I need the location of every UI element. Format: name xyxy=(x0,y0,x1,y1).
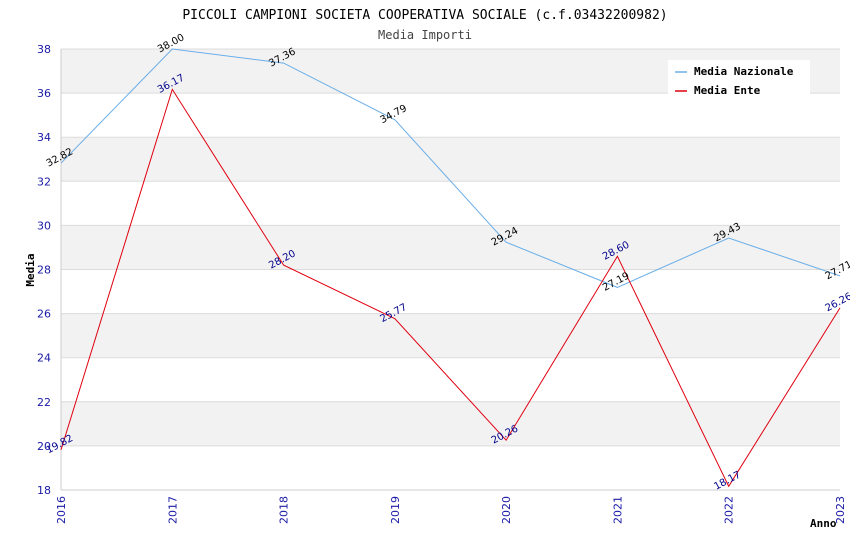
series-line-media-ente xyxy=(60,88,841,488)
grid-band xyxy=(61,401,840,446)
y-tick-label: 28 xyxy=(37,264,51,277)
y-tick-label: 24 xyxy=(37,352,51,365)
x-tick-label: 2016 xyxy=(55,496,68,524)
grid-band xyxy=(61,313,840,358)
chart-subtitle: Media Importi xyxy=(378,28,472,42)
x-tick-label: 2017 xyxy=(166,496,179,524)
x-tick-labels: 2016 2017 2018 2019 2020 2021 2022 2023 xyxy=(55,496,847,524)
legend-box xyxy=(668,60,810,100)
grid-band xyxy=(61,445,840,490)
y-tick-label: 38 xyxy=(37,43,51,56)
y-tick-label: 36 xyxy=(37,87,51,100)
y-axis-title: Media xyxy=(24,253,37,286)
y-tick-label: 20 xyxy=(37,440,51,453)
grid-band xyxy=(61,269,840,314)
y-tick-label: 34 xyxy=(37,131,51,144)
grid-band xyxy=(61,181,840,226)
legend: Media Nazionale Media Ente xyxy=(668,60,810,100)
legend-label-media-ente: Media Ente xyxy=(694,84,761,97)
legend-label-media-nazionale: Media Nazionale xyxy=(694,65,794,78)
series-line-media-nazionale xyxy=(60,48,841,288)
chart-title: PICCOLI CAMPIONI SOCIETA COOPERATIVA SOC… xyxy=(182,8,667,23)
y-tick-label: 32 xyxy=(37,175,51,188)
x-tick-label: 2020 xyxy=(500,496,513,524)
grid-band xyxy=(61,93,840,138)
grid-bands xyxy=(61,49,840,490)
x-tick-label: 2018 xyxy=(278,496,291,524)
x-tick-label: 2022 xyxy=(723,496,736,524)
x-axis-title: Anno xyxy=(810,517,837,530)
grid-band xyxy=(61,137,840,182)
x-tick-label: 2019 xyxy=(389,496,402,524)
y-tick-label: 22 xyxy=(37,396,51,409)
y-tick-label: 26 xyxy=(37,308,51,321)
x-tick-label: 2023 xyxy=(834,496,847,524)
y-tick-labels: 18 20 22 24 26 28 30 32 34 36 38 xyxy=(37,43,51,497)
grid-band xyxy=(61,225,840,270)
y-tick-label: 30 xyxy=(37,219,51,232)
series-lines xyxy=(60,48,841,488)
x-tick-label: 2021 xyxy=(611,496,624,524)
y-tick-label: 18 xyxy=(37,484,51,497)
